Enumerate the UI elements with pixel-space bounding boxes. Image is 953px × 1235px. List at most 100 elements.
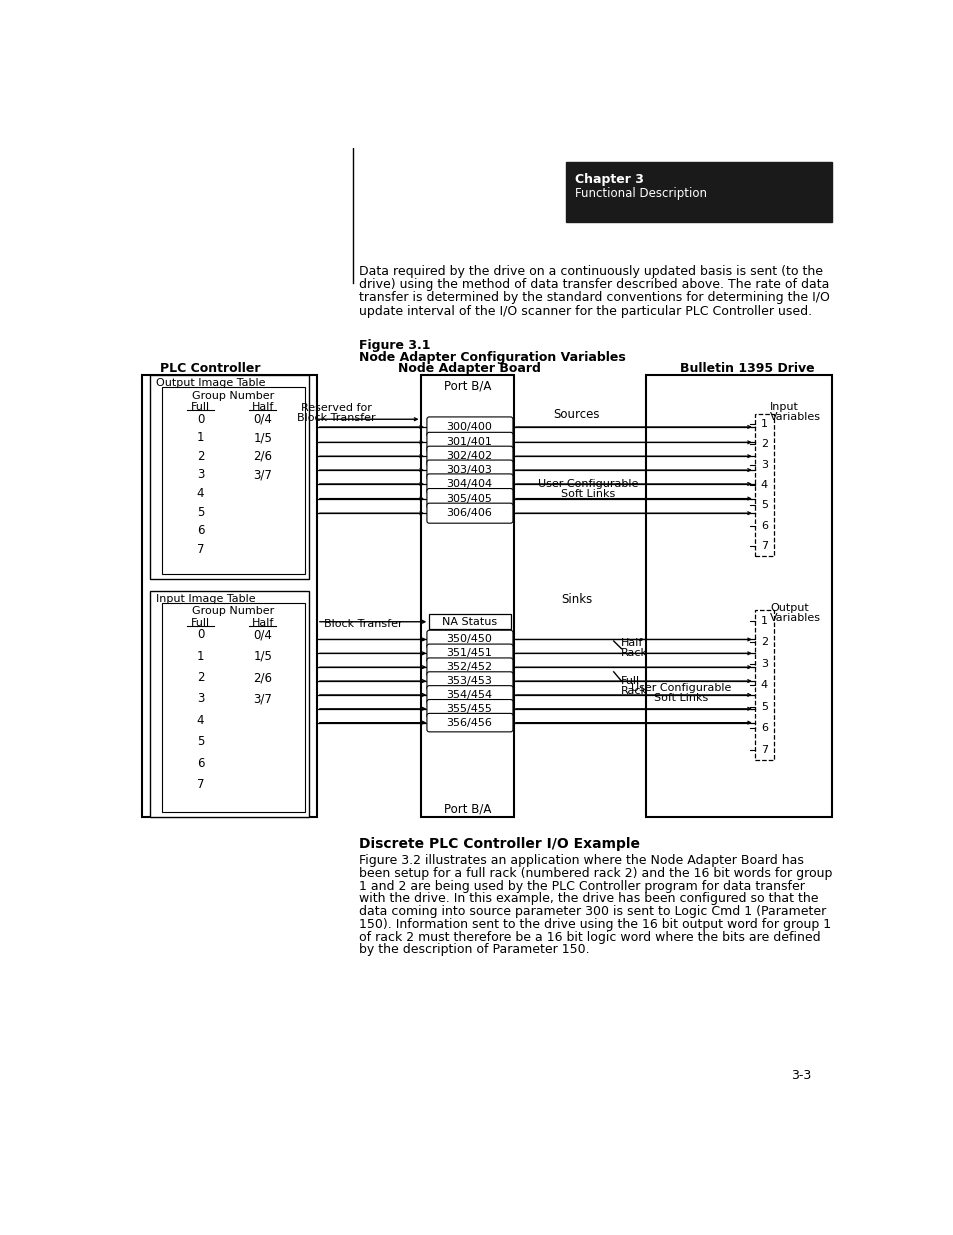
FancyBboxPatch shape: [427, 446, 513, 466]
Bar: [150, 375, 309, 579]
FancyBboxPatch shape: [427, 461, 513, 480]
Text: Input Image Table: Input Image Table: [155, 594, 255, 604]
Text: 4: 4: [760, 480, 767, 490]
Text: Data required by the drive on a continuously updated basis is sent (to the: Data required by the drive on a continuo…: [359, 266, 822, 278]
Bar: [421, 375, 514, 816]
Text: 1/5: 1/5: [253, 431, 272, 445]
Text: 1: 1: [760, 419, 767, 429]
Bar: [162, 603, 305, 811]
Text: 306/406: 306/406: [446, 508, 492, 519]
FancyBboxPatch shape: [427, 699, 513, 718]
Text: 7: 7: [760, 541, 767, 551]
Text: 0/4: 0/4: [253, 412, 272, 426]
Text: 5: 5: [760, 701, 767, 711]
Bar: [150, 592, 309, 816]
Text: 2: 2: [760, 440, 767, 450]
Text: Node Adapter Board: Node Adapter Board: [397, 362, 540, 375]
Text: 0/4: 0/4: [253, 629, 272, 641]
Text: 1/5: 1/5: [253, 650, 272, 663]
Text: Node Adapter Configuration Variables: Node Adapter Configuration Variables: [359, 352, 625, 364]
Text: 6: 6: [196, 524, 204, 537]
Text: Port B/A: Port B/A: [444, 803, 491, 815]
Text: 350/450: 350/450: [446, 635, 492, 645]
Text: Chapter 3: Chapter 3: [575, 173, 643, 185]
Text: User Configurable
Soft Links: User Configurable Soft Links: [630, 683, 731, 704]
Text: 3: 3: [760, 459, 767, 469]
Text: Input
Variables: Input Variables: [769, 403, 821, 422]
Text: User Configurable
Soft Links: User Configurable Soft Links: [537, 479, 638, 499]
Text: 356/456: 356/456: [446, 718, 492, 727]
Text: 354/454: 354/454: [446, 690, 492, 700]
FancyBboxPatch shape: [427, 474, 513, 494]
Text: Full: Full: [191, 618, 210, 627]
Text: 6: 6: [760, 521, 767, 531]
FancyBboxPatch shape: [427, 489, 513, 509]
Text: 2: 2: [196, 671, 204, 684]
Text: of rack 2 must therefore be a 16 bit logic word where the bits are defined: of rack 2 must therefore be a 16 bit log…: [359, 930, 821, 944]
Text: 1: 1: [196, 650, 204, 663]
Text: Group Number: Group Number: [192, 390, 274, 400]
Text: 3: 3: [760, 658, 767, 669]
Text: 2: 2: [760, 637, 767, 647]
Text: Output
Variables: Output Variables: [769, 603, 821, 622]
Text: 0: 0: [196, 412, 204, 426]
FancyBboxPatch shape: [427, 714, 513, 732]
Text: update interval of the I/O scanner for the particular PLC Controller used.: update interval of the I/O scanner for t…: [359, 305, 812, 317]
Text: 7: 7: [196, 542, 204, 556]
Bar: [429, 614, 510, 630]
Text: data coming into source parameter 300 is sent to Logic Cmd 1 (Parameter: data coming into source parameter 300 is…: [359, 905, 826, 918]
Text: 1: 1: [760, 616, 767, 626]
Bar: [645, 375, 831, 816]
Text: Half: Half: [252, 403, 274, 412]
Text: 300/400: 300/400: [446, 422, 492, 432]
Text: 353/453: 353/453: [446, 676, 492, 685]
Text: 301/401: 301/401: [446, 437, 492, 447]
Text: 3: 3: [196, 468, 204, 482]
Text: been setup for a full rack (numbered rack 2) and the 16 bit words for group: been setup for a full rack (numbered rac…: [359, 867, 832, 881]
Text: 5: 5: [760, 500, 767, 510]
FancyBboxPatch shape: [427, 658, 513, 677]
Text: 4: 4: [196, 487, 204, 500]
Bar: [162, 387, 305, 574]
Text: Output Image Table: Output Image Table: [155, 378, 265, 389]
Text: Half: Half: [252, 618, 274, 627]
Bar: [754, 414, 773, 556]
FancyBboxPatch shape: [427, 672, 513, 690]
Text: 6: 6: [196, 757, 204, 769]
Text: 2/6: 2/6: [253, 671, 272, 684]
FancyBboxPatch shape: [427, 645, 513, 662]
Text: Functional Description: Functional Description: [575, 186, 706, 200]
Text: Group Number: Group Number: [192, 606, 274, 616]
Bar: [142, 375, 316, 816]
Text: 3-3: 3-3: [790, 1070, 810, 1082]
FancyBboxPatch shape: [427, 432, 513, 452]
Text: 4: 4: [760, 680, 767, 690]
Text: by the description of Parameter 150.: by the description of Parameter 150.: [359, 944, 590, 956]
Text: 6: 6: [760, 724, 767, 734]
Text: 303/403: 303/403: [446, 466, 492, 475]
Text: Full: Full: [191, 403, 210, 412]
Text: 5: 5: [196, 735, 204, 748]
Text: 7: 7: [760, 745, 767, 755]
Text: 1 and 2 are being used by the PLC Controller program for data transfer: 1 and 2 are being used by the PLC Contro…: [359, 879, 804, 893]
Bar: [754, 610, 773, 761]
Text: Sources: Sources: [553, 408, 599, 421]
Text: 150). Information sent to the drive using the 16 bit output word for group 1: 150). Information sent to the drive usin…: [359, 918, 831, 931]
FancyBboxPatch shape: [427, 630, 513, 648]
Text: 3: 3: [196, 693, 204, 705]
Text: 302/402: 302/402: [446, 451, 492, 461]
Text: 3/7: 3/7: [253, 468, 272, 482]
Text: Figure 3.2 illustrates an application where the Node Adapter Board has: Figure 3.2 illustrates an application wh…: [359, 855, 803, 867]
Text: 352/452: 352/452: [446, 662, 492, 672]
Text: 305/405: 305/405: [446, 494, 492, 504]
Bar: [565, 162, 831, 222]
Text: 7: 7: [196, 778, 204, 790]
Text: Reserved for
Block Transfer: Reserved for Block Transfer: [296, 403, 375, 424]
FancyBboxPatch shape: [427, 417, 513, 437]
Text: 2: 2: [196, 450, 204, 463]
Text: Figure 3.1: Figure 3.1: [359, 340, 431, 352]
Text: PLC Controller: PLC Controller: [160, 362, 261, 375]
Text: drive) using the method of data transfer described above. The rate of data: drive) using the method of data transfer…: [359, 278, 829, 291]
Text: 5: 5: [196, 505, 204, 519]
Text: 355/455: 355/455: [446, 704, 492, 714]
